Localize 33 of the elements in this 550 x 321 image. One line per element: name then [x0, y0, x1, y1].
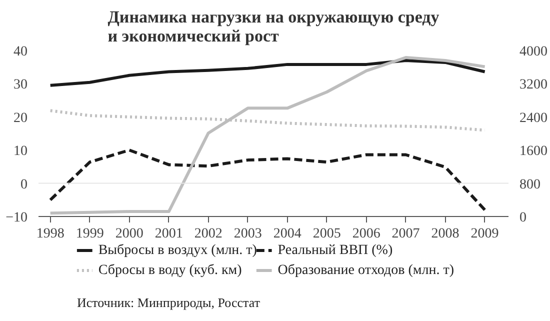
y2-tick-label: 0	[520, 210, 526, 226]
x-tick-label: 2005	[312, 226, 341, 242]
line-series	[48, 148, 486, 212]
x-tick-label: 2008	[431, 226, 460, 242]
y-tick-label: 0	[20, 177, 28, 192]
x-tick-label: 2006	[352, 226, 380, 242]
chart-title: Динамика нагрузки на окружающую среду и экономический рост	[108, 8, 440, 46]
line-series	[48, 58, 486, 87]
y-tick-label: 10	[14, 144, 28, 160]
legend-label: Реальный ВВП (%)	[278, 243, 393, 258]
x-tick-label: 2004	[273, 226, 302, 242]
y2-tick-label: 2400	[520, 110, 548, 126]
x-tick-label: 2000	[115, 226, 144, 242]
legend-label: Выбросы в воздух (млн. т)	[98, 243, 258, 258]
y2-tick-label: 4000	[520, 44, 548, 60]
y-tick-label: 30	[14, 78, 28, 93]
y-tick-label: 20	[14, 110, 28, 126]
x-tick-label: 2003	[234, 226, 262, 242]
y2-tick-label: 3200	[520, 78, 548, 93]
x-tick-label: 2001	[154, 226, 183, 242]
y2-tick-label: 1600	[520, 144, 548, 160]
legend-label: Сбросы в воду (куб. км)	[98, 263, 242, 278]
x-tick-label: 2002	[194, 226, 222, 242]
y-tick-label: 40	[14, 44, 28, 60]
y-tick-label: −10	[6, 210, 28, 226]
line-series	[48, 56, 486, 215]
x-tick-label: 1998	[36, 226, 64, 242]
x-tick-label: 2007	[392, 226, 420, 242]
text: Источник: Минприроды, Росстат	[76, 295, 260, 310]
y2-tick-label: 800	[520, 177, 540, 192]
x-tick-label: 2009	[470, 226, 499, 242]
x-tick-label: 1999	[76, 226, 104, 242]
legend-label: Образование отходов (млн. т)	[278, 263, 454, 278]
